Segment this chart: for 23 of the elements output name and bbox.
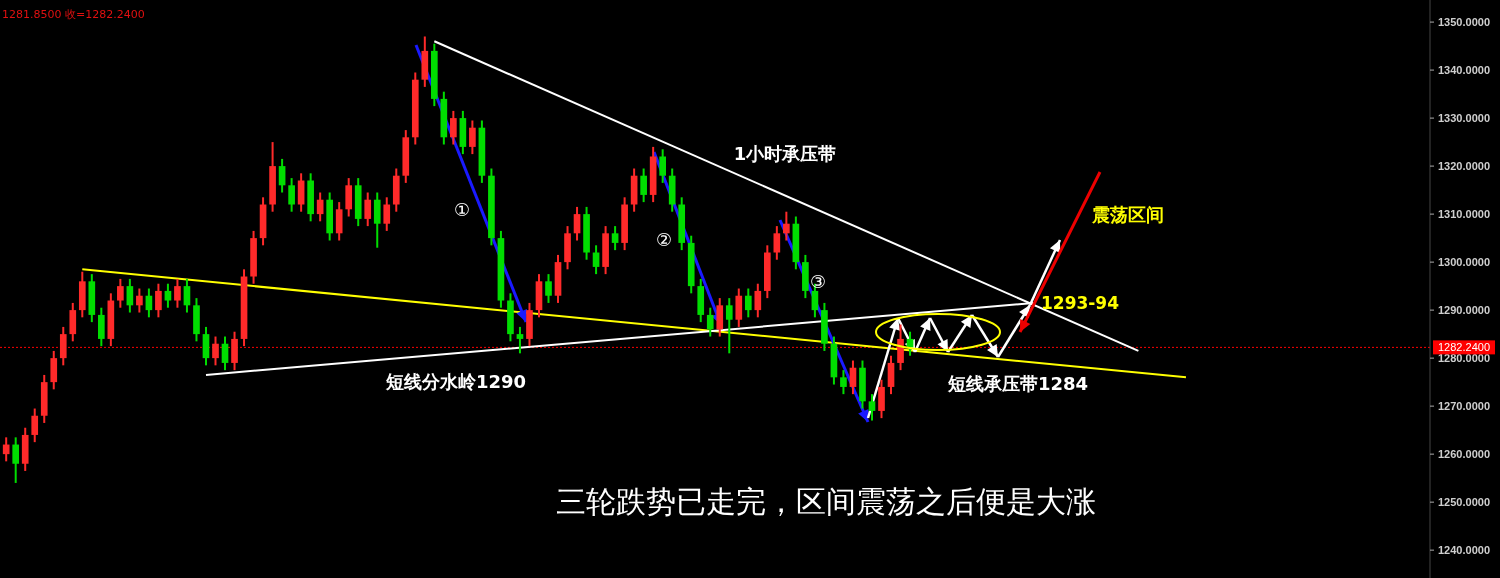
annotation: 短线分水岭1290: [384, 371, 527, 392]
annotation: ①: [453, 199, 471, 220]
y-tick-label: 1350.0000: [1438, 15, 1490, 28]
annotation: 1293-94: [1040, 293, 1120, 313]
y-tick-label: 1240.0000: [1438, 544, 1490, 557]
y-tick-label: 1300.0000: [1438, 255, 1490, 268]
ref-line-label: 1282.2400: [1438, 341, 1490, 354]
annotation: ②: [655, 229, 673, 250]
annotation: 震荡区间: [1091, 204, 1164, 225]
y-tick-label: 1320.0000: [1438, 159, 1490, 172]
annotation: 1小时承压带: [733, 143, 837, 164]
annotation: 短线承压带1284: [946, 373, 1089, 394]
y-tick-label: 1290.0000: [1438, 303, 1490, 316]
annotation: 三轮跌势已走完，区间震荡之后便是大涨: [556, 484, 1096, 519]
y-tick-label: 1310.0000: [1438, 207, 1490, 220]
y-tick-label: 1280.0000: [1438, 351, 1490, 364]
annotation: ③: [809, 271, 827, 292]
y-tick-label: 1260.0000: [1438, 447, 1490, 460]
y-tick-label: 1250.0000: [1438, 496, 1490, 508]
y-tick-label: 1330.0000: [1438, 111, 1490, 124]
y-tick-label: 1340.0000: [1438, 63, 1490, 76]
annotation: 1281.8500 收=1282.2400: [2, 8, 145, 21]
y-tick-label: 1270.0000: [1438, 399, 1490, 412]
